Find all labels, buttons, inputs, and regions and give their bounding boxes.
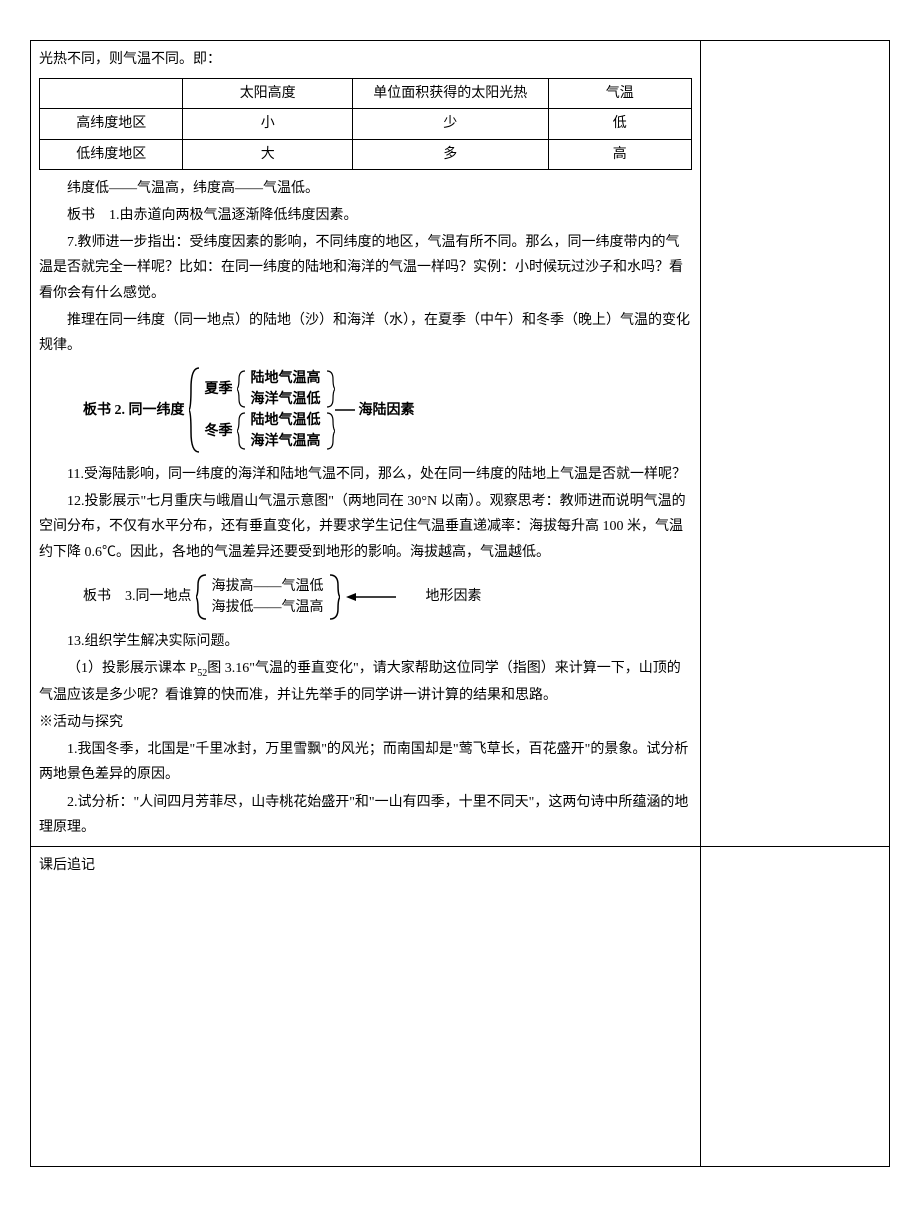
footer-label: 课后追记 [39, 853, 692, 878]
cell: 多 [352, 139, 548, 169]
season-label: 冬季 [201, 421, 237, 442]
header-cell: 太阳高度 [183, 79, 353, 109]
paragraph: 11.受海陆影响，同一纬度的海洋和陆地气温不同，那么，处在同一纬度的陆地上气温是… [39, 462, 692, 487]
paragraph: 13.组织学生解决实际问题。 [39, 629, 692, 654]
paragraph: （1）投影展示课本 P52图 3.16"气温的垂直变化"，请大家帮助这位同学（指… [39, 656, 692, 708]
cell: 低 [548, 109, 691, 139]
header-cell [40, 79, 183, 109]
paragraph: 7.教师进一步指出：受纬度因素的影响，不同纬度的地区，气温有所不同。那么，同一纬… [39, 230, 692, 306]
diagram-text: 海洋气温低 [247, 389, 325, 410]
brace-right-icon [325, 369, 335, 409]
paragraph: 纬度低——气温高，纬度高——气温低。 [39, 176, 692, 201]
diagram-prefix: 板书 2. 同一纬度 [79, 400, 189, 421]
line-icon [335, 366, 355, 454]
paragraph: 12.投影展示"七月重庆与峨眉山气温示意图"（两地同在 30°N 以南）。观察思… [39, 489, 692, 565]
brace-left-icon [196, 573, 208, 621]
text-part: （1）投影展示课本 P [67, 661, 197, 676]
diagram-text: 海拔高——气温低 [208, 576, 328, 597]
brace-left-icon [189, 366, 201, 454]
diagram-text: 海拔低——气温高 [208, 597, 328, 618]
header-cell: 气温 [548, 79, 691, 109]
footer-cell: 课后追记 [31, 846, 701, 1166]
main-content-cell: 光热不同，则气温不同。即： 太阳高度 单位面积获得的太阳光热 气温 高纬度地区 … [31, 41, 701, 847]
diagram-altitude: 板书 3.同一地点 海拔高——气温低 海拔低——气温高 地形因素 [79, 573, 692, 621]
table-row: 高纬度地区 小 少 低 [40, 109, 692, 139]
header-cell: 单位面积获得的太阳光热 [352, 79, 548, 109]
cell: 小 [183, 109, 353, 139]
diagram-suffix: 地形因素 [422, 586, 486, 607]
arrow-left-icon [346, 591, 396, 603]
brace-right-icon [325, 411, 335, 451]
paragraph: 板书 1.由赤道向两极气温逐渐降低纬度因素。 [39, 203, 692, 228]
side-footer-cell [701, 846, 890, 1166]
cell: 高纬度地区 [40, 109, 183, 139]
cell: 少 [352, 109, 548, 139]
subscript: 52 [197, 668, 207, 679]
diagram-suffix: 海陆因素 [355, 400, 419, 421]
season-label: 夏季 [201, 379, 237, 400]
paragraph: 推理在同一纬度（同一地点）的陆地（沙）和海洋（水），在夏季（中午）和冬季（晚上）… [39, 308, 692, 358]
cell: 大 [183, 139, 353, 169]
diagram-text: 海洋气温高 [247, 431, 325, 452]
paragraph: 1.我国冬季，北国是"千里冰封，万里雪飘"的风光；而南国却是"莺飞草长，百花盛开… [39, 737, 692, 787]
diagram-text: 陆地气温高 [247, 368, 325, 389]
paragraph: 2.试分析："人间四月芳菲尽，山寺桃花始盛开"和"一山有四季，十里不同天"，这两… [39, 790, 692, 840]
intro-text: 光热不同，则气温不同。即： [39, 47, 692, 72]
diagram-text: 陆地气温低 [247, 410, 325, 431]
document-table: 光热不同，则气温不同。即： 太阳高度 单位面积获得的太阳光热 气温 高纬度地区 … [30, 40, 890, 1167]
cell: 低纬度地区 [40, 139, 183, 169]
brace-left-icon [237, 411, 247, 451]
brace-left-icon [237, 369, 247, 409]
latitude-table: 太阳高度 单位面积获得的太阳光热 气温 高纬度地区 小 少 低 低纬度地区 大 … [39, 78, 692, 170]
diagram-land-sea: 板书 2. 同一纬度 夏季 陆地气温高 海洋气温低 冬季 [79, 366, 692, 454]
brace-right-icon [328, 573, 340, 621]
table-row: 低纬度地区 大 多 高 [40, 139, 692, 169]
side-notes-cell [701, 41, 890, 847]
table-header-row: 太阳高度 单位面积获得的太阳光热 气温 [40, 79, 692, 109]
section-heading: ※活动与探究 [39, 710, 692, 735]
diagram-prefix: 板书 3.同一地点 [79, 586, 196, 607]
cell: 高 [548, 139, 691, 169]
